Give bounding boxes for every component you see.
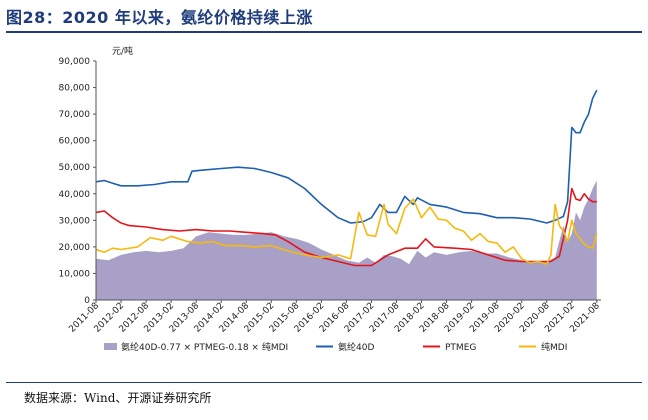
series-line-pure-mdi — [95, 198, 598, 265]
source-note: 数据来源：Wind、开源证券研究所 — [24, 391, 212, 405]
x-axis-ticks: 2011-082012-022012-082013-022013-082014-… — [67, 300, 602, 335]
y-tick-label: 60,000 — [59, 137, 91, 147]
series-area-spread — [96, 180, 597, 300]
legend-swatch — [104, 343, 117, 350]
series-line-spandex-40d — [95, 89, 598, 224]
legend-label: 氨纶40D-0.77 × PTMEG-0.18 × 纯MDI — [121, 341, 288, 353]
figure-title: 图28：2020 年以来，氨纶价格持续上涨 — [6, 8, 313, 27]
y-tick-label: 0 — [84, 296, 90, 306]
y-axis-unit: 元/吨 — [112, 45, 133, 57]
y-tick-label: 40,000 — [59, 190, 91, 200]
legend: 氨纶40D-0.77 × PTMEG-0.18 × 纯MDI 氨纶40D PTMEG… — [104, 341, 567, 353]
y-tick-label: 70,000 — [59, 110, 91, 120]
legend-label: PTMEG — [445, 343, 476, 353]
y-tick-label: 10,000 — [59, 269, 91, 279]
y-tick-label: 80,000 — [59, 84, 91, 94]
line-series — [95, 89, 598, 267]
y-tick-label: 90,000 — [59, 57, 91, 67]
y-tick-label: 50,000 — [59, 163, 91, 173]
legend-label: 纯MDI — [541, 341, 567, 353]
y-tick-label: 20,000 — [59, 243, 91, 253]
title-rule — [6, 31, 642, 33]
source-rule — [6, 382, 642, 383]
series-line-ptmeg — [95, 187, 597, 267]
area-series — [96, 180, 597, 300]
legend-label: 氨纶40D — [338, 341, 374, 353]
price-chart: 0 10,000 20,000 30,000 40,000 50,000 60,000 70,… — [59, 45, 603, 353]
y-tick-label: 30,000 — [59, 216, 91, 226]
axes — [95, 61, 601, 301]
y-axis-ticks: 0 10,000 20,000 30,000 40,000 50,000 60,000 70,… — [59, 57, 96, 306]
